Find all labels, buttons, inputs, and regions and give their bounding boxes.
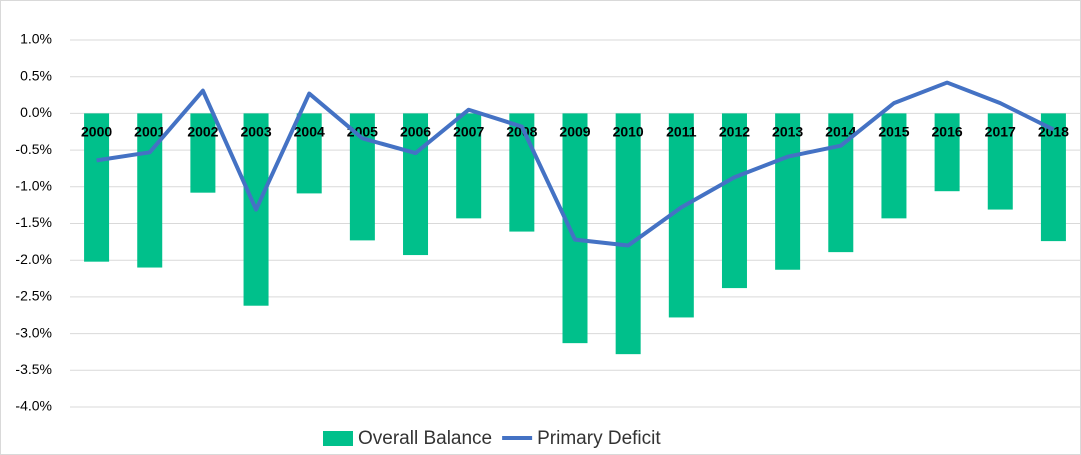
x-tick-label: 2015 (878, 124, 909, 140)
x-tick-label: 2010 (613, 124, 644, 140)
bar (296, 113, 322, 194)
x-tick-label: 2017 (985, 124, 1016, 140)
x-tick-label: 2007 (453, 124, 484, 140)
legend-label: Overall Balance (358, 428, 492, 449)
y-tick-label: -0.5% (15, 141, 52, 157)
y-tick-label: -4.0% (15, 398, 52, 414)
bar (987, 113, 1013, 210)
x-tick-label: 2000 (81, 124, 112, 140)
bar (190, 113, 216, 193)
x-tick-label: 2012 (719, 124, 750, 140)
x-tick-label: 2004 (294, 124, 325, 140)
x-tick-label: 2005 (347, 124, 378, 140)
x-tick-label: 2001 (134, 124, 165, 140)
x-tick-label: 2006 (400, 124, 431, 140)
y-tick-label: 0.0% (20, 104, 52, 120)
bar (934, 113, 960, 192)
y-tick-label: -3.0% (15, 324, 52, 340)
y-tick-label: -1.5% (15, 214, 52, 230)
legend-swatch (323, 431, 353, 446)
x-tick-label: 2016 (932, 124, 963, 140)
y-tick-label: -1.0% (15, 178, 52, 194)
bar (349, 113, 375, 241)
y-tick-label: -3.5% (15, 361, 52, 377)
x-tick-label: 2008 (506, 124, 537, 140)
legend-label: Primary Deficit (537, 428, 661, 449)
x-tick-label: 2013 (772, 124, 803, 140)
y-tick-label: -2.0% (15, 251, 52, 267)
y-tick-label: 1.0% (20, 31, 52, 47)
bar (509, 113, 535, 232)
bar (456, 113, 482, 219)
x-tick-label: 2011 (666, 124, 697, 140)
bar (615, 113, 641, 355)
y-tick-label: 0.5% (20, 67, 52, 83)
bar (1040, 113, 1066, 242)
bar (562, 113, 588, 344)
line (96, 80, 1055, 248)
bar (775, 113, 801, 270)
x-tick-label: 2003 (240, 124, 271, 140)
bar (84, 113, 110, 262)
x-tick-label: 2014 (825, 124, 856, 140)
y-tick-label: -2.5% (15, 288, 52, 304)
bar (137, 113, 163, 268)
x-tick-label: 2009 (559, 124, 590, 140)
x-tick-label: 2002 (187, 124, 218, 140)
bar (881, 113, 907, 219)
bar (721, 113, 747, 289)
bar (403, 113, 429, 256)
